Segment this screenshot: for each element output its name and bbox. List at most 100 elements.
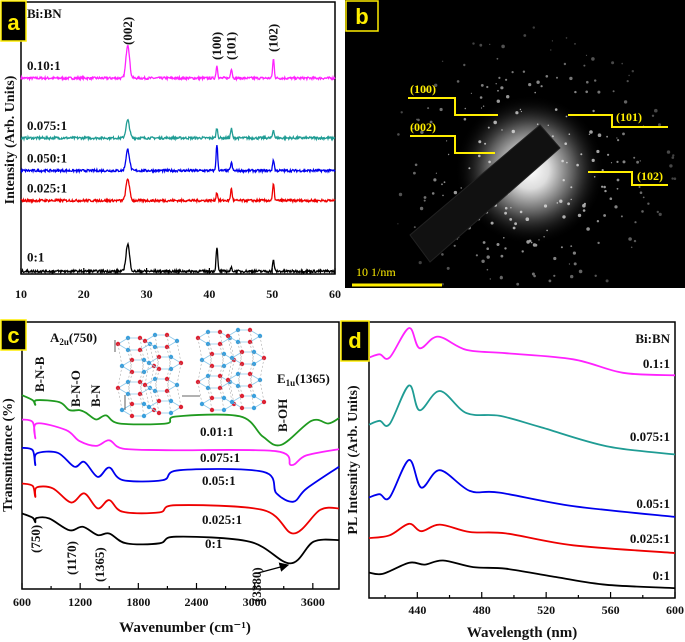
diffraction-spot <box>478 140 482 144</box>
diffraction-spot <box>567 202 570 206</box>
atom <box>119 407 125 413</box>
diffraction-spot <box>609 197 613 200</box>
plane-label-102: (102) <box>637 169 663 183</box>
series-label: 0.025:1 <box>630 531 670 546</box>
diffraction-spot <box>623 100 628 104</box>
diffraction-spot <box>479 96 483 99</box>
svg-text:d: d <box>348 328 361 353</box>
diffraction-spot <box>534 91 536 94</box>
diffraction-spot <box>616 160 619 163</box>
diffraction-spot <box>547 124 549 127</box>
diffraction-spot <box>504 206 508 210</box>
diffraction-spot <box>433 178 437 182</box>
diffraction-spot <box>499 276 503 280</box>
diffraction-spot <box>498 76 501 79</box>
diffraction-spot <box>560 246 563 249</box>
diffraction-spot <box>548 279 552 283</box>
diffraction-spot <box>500 254 504 258</box>
diffraction-spot <box>622 132 625 136</box>
diffraction-spot <box>606 135 608 138</box>
diffraction-spot <box>633 156 636 159</box>
pl-series-0.1:1 <box>368 327 676 377</box>
diffraction-spot <box>561 159 564 163</box>
panel-b-diffraction-image: (100) (002) (101) (102) 10 1/nm <box>345 0 685 288</box>
y-axis-title: PL Intesnity (Arb. Units) <box>346 385 361 535</box>
series-label: 0.025:1 <box>202 512 242 527</box>
diffraction-spot <box>594 274 597 277</box>
diffraction-spot <box>447 153 450 156</box>
diffraction-spot <box>400 111 403 114</box>
x-tick-label: 480 <box>473 603 491 617</box>
legend-title: Bi:BN <box>27 6 62 21</box>
series-label: 0.10:1 <box>27 58 61 73</box>
diffraction-spot <box>423 199 426 202</box>
diffraction-spot <box>530 241 533 244</box>
bond-dash <box>259 357 265 381</box>
panel-d-pl-chart: 0.1:1 0.075:1 0.05:1 0.025:1 0:1 440 480 520 56… <box>346 321 684 641</box>
diffraction-spot <box>634 221 637 224</box>
diffraction-spot <box>654 108 658 113</box>
bond-dash <box>117 343 123 367</box>
band-label-boh: B-OH <box>275 399 290 432</box>
diffraction-spot <box>479 43 483 47</box>
diffraction-spot <box>580 153 583 156</box>
bond-dash <box>117 365 123 389</box>
y-axis-title: Transmittance (%) <box>1 398 16 512</box>
diffraction-spot <box>566 161 568 164</box>
diffraction-spot <box>620 215 623 218</box>
diffraction-spot <box>521 250 524 253</box>
diffraction-spot <box>583 64 586 67</box>
atom <box>168 410 174 416</box>
diffraction-spot <box>398 192 403 197</box>
pl-series-0.025:1 <box>368 522 676 554</box>
atom <box>178 404 184 410</box>
diffraction-spot <box>523 34 527 37</box>
diffraction-spot <box>420 130 424 134</box>
plane-label-002: (002) <box>410 120 436 134</box>
diffraction-spot <box>546 229 548 232</box>
diffraction-spot <box>545 75 549 78</box>
atom <box>129 401 135 407</box>
diffraction-spot <box>628 74 630 77</box>
diffraction-spot <box>607 153 610 156</box>
diffraction-spot <box>441 183 443 186</box>
diffraction-spot <box>453 244 456 247</box>
diffraction-spot <box>515 111 519 115</box>
diffraction-spot <box>641 210 644 213</box>
diffraction-spot <box>616 137 618 139</box>
diffraction-spot <box>591 158 595 162</box>
atom <box>141 401 147 407</box>
diffraction-spot <box>397 223 399 225</box>
diffraction-spot <box>490 221 494 225</box>
series-label: 0.050:1 <box>27 151 67 166</box>
diffraction-spot <box>553 274 556 277</box>
diffraction-spot <box>497 89 499 92</box>
bond-dash <box>117 387 123 411</box>
diffraction-spot <box>592 109 595 113</box>
diffraction-spot <box>543 204 548 208</box>
diffraction-spot <box>594 79 597 82</box>
plot-frame <box>368 321 676 599</box>
diffraction-spot <box>464 107 467 110</box>
diffraction-spot <box>519 108 522 111</box>
peak-label: (002) <box>120 17 135 45</box>
series-label: 0.01:1 <box>200 424 234 439</box>
diffraction-spot <box>638 186 641 188</box>
diffraction-spot <box>538 239 540 241</box>
plane-label-101: (101) <box>616 110 642 124</box>
diffraction-spot <box>480 84 484 87</box>
diffraction-spot <box>509 218 513 221</box>
diffraction-spot <box>671 156 675 159</box>
diffraction-spot <box>633 239 637 243</box>
atom <box>129 413 135 419</box>
diffraction-spot <box>639 160 641 162</box>
peak-label: (102) <box>265 24 280 52</box>
beam-stop <box>409 124 561 263</box>
diffraction-spot <box>562 179 565 182</box>
lattice-layer <box>231 351 265 365</box>
atom <box>125 379 131 385</box>
diffraction-spot <box>550 49 552 51</box>
diffraction-spot <box>603 185 606 189</box>
diffraction-spot <box>605 279 609 283</box>
atom <box>199 401 205 407</box>
